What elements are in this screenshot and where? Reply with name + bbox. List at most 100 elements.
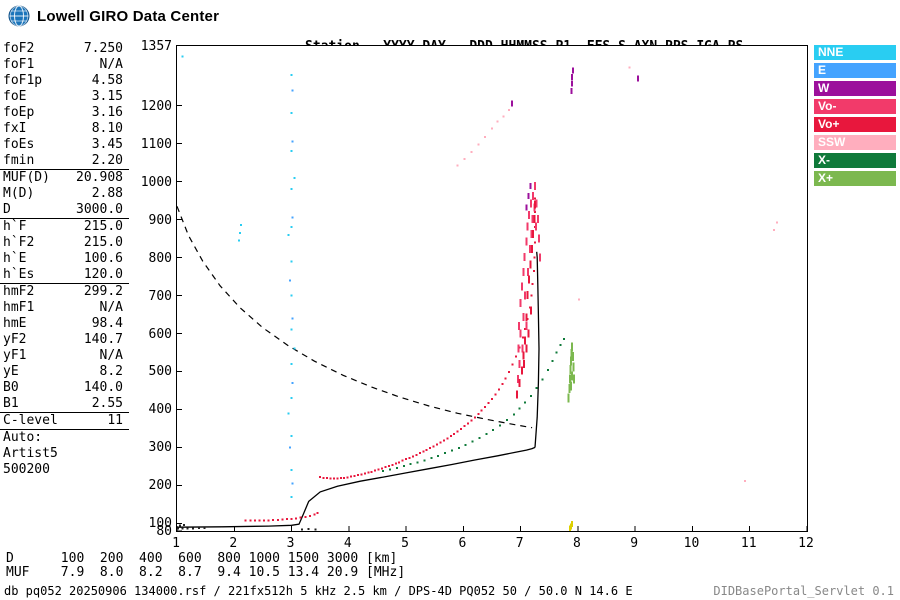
param-name: hmE	[3, 316, 27, 331]
param-name: yE	[3, 364, 19, 379]
param-row-yf1: yF1 N/A	[0, 348, 129, 364]
param-value: 2.20	[91, 153, 123, 168]
legend-item-xplus: X+	[814, 171, 896, 186]
status-left-text: db pq052 20250906 134000.rsf / 221fx512h…	[4, 584, 633, 598]
series-noise-cyan	[181, 55, 296, 498]
param-value: 20.908	[76, 170, 123, 185]
series-o-spread-pink	[516, 182, 542, 384]
param-row-hme: hmE 98.4	[0, 316, 129, 332]
param-row-b0: B0 140.0	[0, 380, 129, 396]
param-group: foF2 7.250 foF1 N/A foF1p 4.58 foE 3.15 foEp 3.16…	[0, 41, 129, 169]
y-axis-label: 100	[148, 516, 172, 532]
status-right-text: DIDBasePortal_Servlet 0.1	[713, 584, 894, 598]
param-value: 7.250	[83, 41, 123, 56]
param-row-mufd: MUF(D) 20.908	[0, 170, 129, 186]
y-axis-label: 1000	[140, 174, 172, 190]
param-name: B0	[3, 380, 19, 395]
series-o-trace-f	[319, 197, 536, 480]
param-name: hmF1	[3, 300, 35, 315]
x-axis-label: 9	[630, 536, 639, 551]
param-name: h`E	[3, 251, 27, 266]
param-row-hf: h`F 215.0	[0, 219, 129, 235]
param-value: 299.2	[83, 284, 123, 299]
param-name: D	[3, 202, 11, 217]
param-value: 140.7	[83, 332, 123, 347]
param-name: h`F	[3, 219, 27, 234]
legend: NNE E W Vo- Vo+ SSW X- X+	[814, 45, 896, 189]
param-value: 215.0	[83, 235, 123, 250]
param-name: foF1p	[3, 73, 43, 88]
ionogram-plot	[176, 45, 808, 532]
param-name: M(D)	[3, 186, 35, 201]
param-value: 3000.0	[76, 202, 123, 217]
param-value: N/A	[99, 57, 123, 72]
y-axis-label: 800	[148, 250, 172, 266]
series-noise-yellow	[568, 521, 574, 532]
x-axis-label: 2	[229, 536, 238, 551]
legend-item-e: E	[814, 63, 896, 78]
param-value: 2.55	[91, 396, 123, 411]
param-value: 11	[107, 413, 123, 428]
series-x-trace	[382, 338, 566, 472]
param-name: foEs	[3, 137, 35, 152]
x-axis-label: 1	[172, 536, 180, 551]
params-panel: foF2 7.250 foF1 N/A foF1p 4.58 foE 3.15 foEp 3.16…	[0, 41, 129, 478]
param-row-cminuslevel: C-level 11	[0, 413, 129, 429]
param-row-hf2: h`F2 215.0	[0, 235, 129, 251]
x-axis-label: 6	[458, 536, 467, 551]
dmuf-table: D 100 200 400 600 800 1000 1500 3000 [km…	[6, 552, 405, 580]
param-value: 8.2	[99, 364, 123, 379]
param-name: yF2	[3, 332, 27, 347]
param-value: 140.0	[83, 380, 123, 395]
legend-item-ssw: SSW	[814, 135, 896, 150]
y-axis-label: 200	[148, 478, 172, 494]
y-axis-label: 80	[156, 524, 172, 539]
param-row-d: D 3000.0	[0, 202, 129, 218]
param-row-foep: foEp 3.16	[0, 105, 129, 121]
param-name: yF1	[3, 348, 27, 363]
param-row-fof1: foF1 N/A	[0, 57, 129, 73]
y-axis-label: 600	[148, 326, 172, 342]
x-axis-label: 11	[740, 536, 757, 551]
y-axis-label: 900	[148, 212, 172, 228]
y-axis-label: 500	[148, 364, 172, 380]
param-name: C-level	[3, 413, 58, 428]
y-axis-label: 400	[148, 402, 172, 418]
param-value: N/A	[99, 348, 123, 363]
param-group: MUF(D) 20.908 M(D) 2.88 D 3000.0	[0, 169, 129, 218]
param-row-fmin: fmin 2.20	[0, 153, 129, 169]
param-value: 3.16	[91, 105, 123, 120]
param-row-fof2: foF2 7.250	[0, 41, 129, 57]
x-axis-label: 10	[683, 536, 700, 551]
param-row-he: h`E 100.6	[0, 251, 129, 267]
param-row-auto: Auto:	[0, 430, 129, 446]
param-name: foF1	[3, 57, 35, 72]
param-group: hmF2 299.2 hmF1 N/A hmE 98.4 yF2 140.7 yF1 N/A yE 8…	[0, 283, 129, 412]
series-w-specks	[511, 67, 639, 211]
param-row-hmf1: hmF1 N/A	[0, 300, 129, 316]
legend-item-voplus: Vo+	[814, 117, 896, 132]
series-o-trace-e	[244, 511, 319, 522]
param-name: Artist5	[3, 446, 58, 461]
x-axis-label: 12	[798, 536, 814, 551]
series-profile	[176, 446, 536, 528]
param-row-hes: h`Es 120.0	[0, 267, 129, 283]
param-row-500200: 500200	[0, 462, 129, 478]
param-row-fof1p: foF1p 4.58	[0, 73, 129, 89]
param-group: C-level 11	[0, 412, 129, 429]
param-name: MUF(D)	[3, 170, 50, 185]
param-name: foF2	[3, 41, 35, 56]
brand-name: Lowell GIRO Data Center	[37, 7, 220, 25]
series-profile-topside	[534, 251, 540, 448]
param-row-artist5: Artist5	[0, 446, 129, 462]
param-row-fxi: fxI 8.10	[0, 121, 129, 137]
param-row-foe: foE 3.15	[0, 89, 129, 105]
brand-bar: Lowell GIRO Data Center	[8, 5, 219, 27]
param-name: h`Es	[3, 267, 35, 282]
ionogram-svg	[176, 55, 808, 532]
series-noise-dark	[177, 523, 317, 531]
y-axis-label: 700	[148, 288, 172, 304]
param-value: 98.4	[91, 316, 123, 331]
param-value: 2.88	[91, 186, 123, 201]
status-bar: db pq052 20250906 134000.rsf / 221fx512h…	[0, 582, 900, 600]
